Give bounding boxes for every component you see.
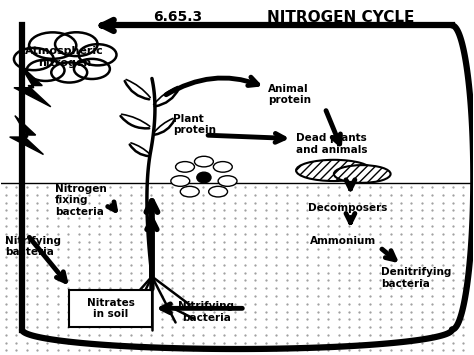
- Ellipse shape: [55, 32, 98, 56]
- Text: Plant
protein: Plant protein: [173, 114, 216, 135]
- Text: NITROGEN CYCLE: NITROGEN CYCLE: [267, 10, 415, 24]
- Polygon shape: [9, 116, 44, 154]
- Ellipse shape: [194, 156, 213, 167]
- Ellipse shape: [51, 62, 87, 83]
- Ellipse shape: [218, 176, 237, 186]
- Text: Nitrogen
fixing
bacteria: Nitrogen fixing bacteria: [55, 184, 107, 217]
- Ellipse shape: [180, 186, 199, 197]
- Text: Denitrifying
bacteria: Denitrifying bacteria: [381, 267, 452, 289]
- FancyBboxPatch shape: [69, 290, 152, 327]
- Ellipse shape: [79, 44, 117, 65]
- Polygon shape: [14, 64, 51, 107]
- Text: Decomposers: Decomposers: [308, 203, 387, 213]
- Text: 6.65.3: 6.65.3: [154, 10, 202, 23]
- Text: Nitrifying
bacteria: Nitrifying bacteria: [5, 236, 62, 257]
- Ellipse shape: [213, 162, 232, 172]
- Ellipse shape: [209, 186, 228, 197]
- Ellipse shape: [27, 60, 64, 81]
- Text: Animal
protein: Animal protein: [268, 83, 311, 105]
- Ellipse shape: [296, 160, 372, 181]
- Text: Atmospheric
nitrogen: Atmospheric nitrogen: [25, 47, 104, 68]
- Text: Dead plants
and animals: Dead plants and animals: [296, 133, 367, 155]
- Ellipse shape: [175, 162, 194, 172]
- Ellipse shape: [29, 32, 76, 59]
- Ellipse shape: [171, 176, 190, 186]
- Text: Nitrates
in soil: Nitrates in soil: [87, 297, 135, 319]
- Ellipse shape: [74, 59, 110, 79]
- Ellipse shape: [334, 165, 391, 183]
- Ellipse shape: [14, 48, 54, 70]
- Text: Nitrifying
bacteria: Nitrifying bacteria: [178, 301, 234, 323]
- Text: Ammonium: Ammonium: [310, 236, 376, 246]
- Circle shape: [197, 172, 211, 183]
